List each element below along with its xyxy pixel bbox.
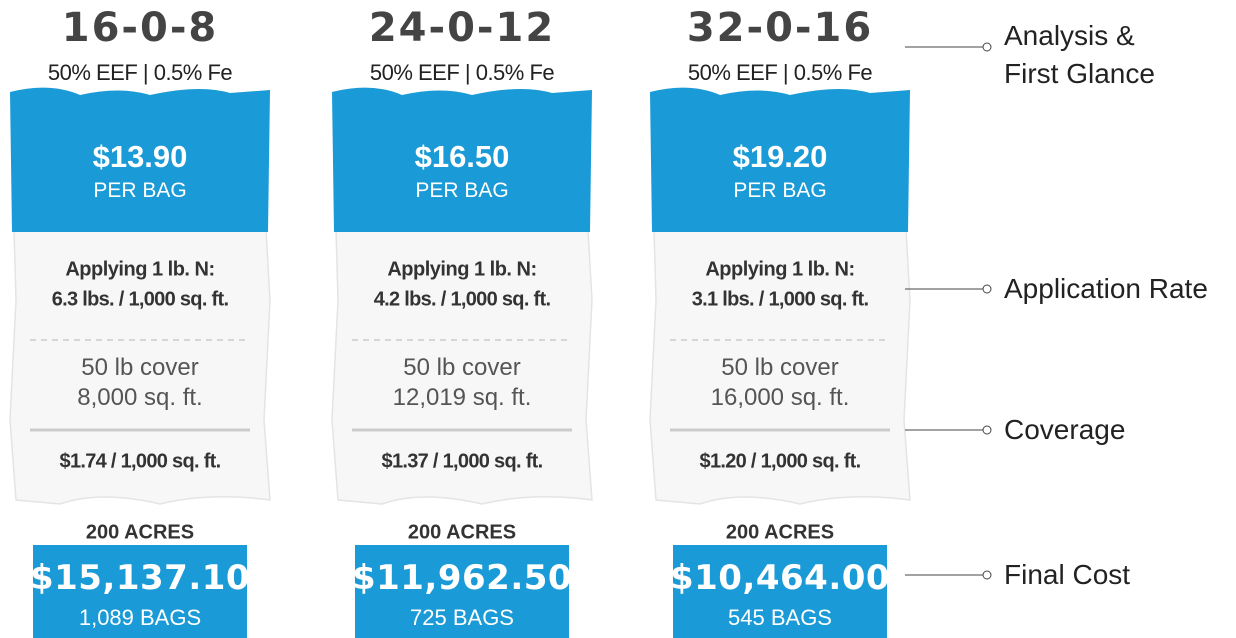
acres: 200 ACRES	[86, 522, 194, 545]
rate: 6.3 lbs. / 1,000 sq. ft.	[52, 289, 229, 312]
subtitle: 50% EEF | 0.5% Fe	[48, 60, 232, 86]
callout-dot	[983, 426, 991, 434]
callout-label: Analysis &	[1004, 20, 1135, 52]
callout-dot	[983, 571, 991, 579]
callout-label: First Glance	[1004, 58, 1155, 90]
cost-per-area: $1.74 / 1,000 sq. ft.	[60, 451, 221, 474]
rate-heading: Applying 1 lb. N:	[387, 259, 536, 282]
total: $15,137.10	[30, 558, 250, 598]
cost-per-area: $1.20 / 1,000 sq. ft.	[700, 451, 861, 474]
coverage-line: 50 lb cover	[81, 354, 198, 382]
bags: 545 BAGS	[728, 605, 832, 631]
rate-heading: Applying 1 lb. N:	[705, 259, 854, 282]
coverage-line: 50 lb cover	[721, 354, 838, 382]
total: $11,962.50	[352, 558, 572, 598]
callout-dot	[983, 43, 991, 51]
price: $16.50	[415, 139, 510, 175]
price: $19.20	[733, 139, 828, 175]
rate: 4.2 lbs. / 1,000 sq. ft.	[374, 289, 551, 312]
rate-heading: Applying 1 lb. N:	[65, 259, 214, 282]
callout-label: Application Rate	[1004, 273, 1208, 305]
bags: 1,089 BAGS	[79, 605, 201, 631]
price-unit: PER BAG	[415, 179, 508, 203]
price: $13.90	[93, 139, 188, 175]
coverage-line: 16,000 sq. ft.	[711, 384, 850, 412]
bags: 725 BAGS	[410, 605, 514, 631]
cost-per-area: $1.37 / 1,000 sq. ft.	[382, 451, 543, 474]
callout-label: Final Cost	[1004, 559, 1130, 591]
acres: 200 ACRES	[408, 522, 516, 545]
analysis: 24-0-12	[369, 5, 555, 51]
price-unit: PER BAG	[93, 179, 186, 203]
subtitle: 50% EEF | 0.5% Fe	[688, 60, 872, 86]
rate: 3.1 lbs. / 1,000 sq. ft.	[692, 289, 869, 312]
callout-label: Coverage	[1004, 414, 1125, 446]
price-unit: PER BAG	[733, 179, 826, 203]
callout-dot	[983, 285, 991, 293]
acres: 200 ACRES	[726, 522, 834, 545]
analysis: 32-0-16	[687, 5, 873, 51]
analysis: 16-0-8	[62, 5, 219, 51]
total: $10,464.00	[670, 558, 890, 598]
subtitle: 50% EEF | 0.5% Fe	[370, 60, 554, 86]
infographic: 16-0-8 50% EEF | 0.5% Fe $13.90 PER BAG Appl…	[0, 0, 1236, 638]
coverage-line: 50 lb cover	[403, 354, 520, 382]
coverage-line: 8,000 sq. ft.	[77, 384, 202, 412]
coverage-line: 12,019 sq. ft.	[393, 384, 532, 412]
